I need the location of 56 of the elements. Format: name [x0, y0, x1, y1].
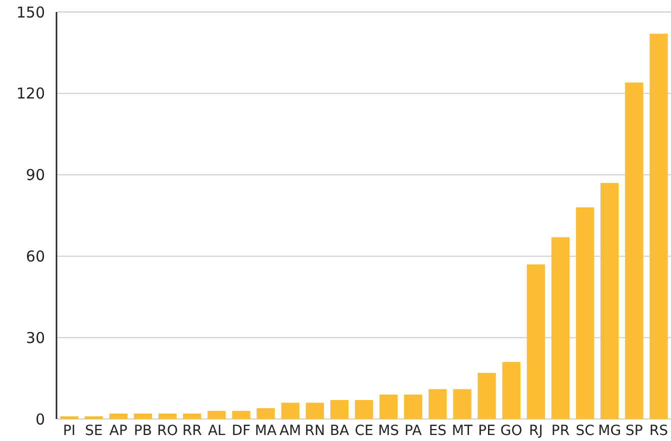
bar [354, 400, 374, 419]
x-tick-label: MS [378, 423, 400, 439]
x-tick-label: RO [157, 423, 178, 439]
bar [502, 362, 520, 419]
x-tick-label: SP [625, 423, 643, 439]
bar [576, 207, 594, 419]
bar [526, 264, 546, 419]
x-tick-label: ES [428, 423, 447, 439]
bar [281, 402, 300, 419]
x-tick-label: MT [452, 423, 473, 439]
x-tick-label: AP [109, 423, 128, 439]
bar [158, 414, 177, 419]
x-tick-label: AL [208, 423, 226, 439]
x-tick-label: RJ [528, 423, 543, 439]
x-tick-label: MG [598, 423, 622, 439]
bar [182, 414, 202, 419]
x-tick-label: RN [304, 423, 325, 439]
x-tick-label: RR [182, 423, 202, 439]
x-tick-label: BA [330, 423, 350, 439]
y-tick-label: 0 [35, 410, 45, 428]
bar [208, 410, 226, 419]
bar [600, 182, 619, 419]
bar [330, 400, 349, 419]
bar [453, 389, 472, 419]
bar [428, 389, 447, 419]
bar [650, 34, 668, 419]
x-tick-label: PR [551, 423, 570, 439]
bar [60, 416, 78, 419]
x-tick-label: DF [232, 423, 251, 439]
bar [134, 414, 152, 419]
x-tick-label: RS [649, 423, 668, 439]
bar [84, 416, 103, 419]
y-tick-label: 60 [26, 247, 45, 266]
bar [379, 394, 398, 419]
x-tick-label: PB [134, 423, 152, 439]
bar [256, 408, 275, 419]
bar [625, 82, 644, 419]
x-tick-label: PE [478, 423, 496, 439]
x-tick-label: SC [576, 423, 595, 439]
x-tick-label: GO [500, 423, 522, 439]
bar [232, 410, 250, 419]
bar [404, 394, 422, 419]
bar [109, 414, 128, 419]
x-tick-label: AM [279, 423, 302, 439]
bar [551, 237, 570, 419]
bar [478, 372, 496, 419]
y-tick-label: 150 [16, 3, 45, 22]
bar [306, 402, 324, 419]
x-tick-label: CE [354, 423, 374, 439]
x-tick-label: PA [404, 423, 422, 439]
y-tick-label: 120 [16, 84, 45, 103]
x-tick-label: MA [254, 423, 278, 439]
y-tick-label: 90 [26, 166, 45, 184]
y-tick-label: 30 [26, 328, 45, 347]
x-tick-label: PI [62, 423, 76, 439]
x-tick-label: SE [84, 423, 103, 439]
